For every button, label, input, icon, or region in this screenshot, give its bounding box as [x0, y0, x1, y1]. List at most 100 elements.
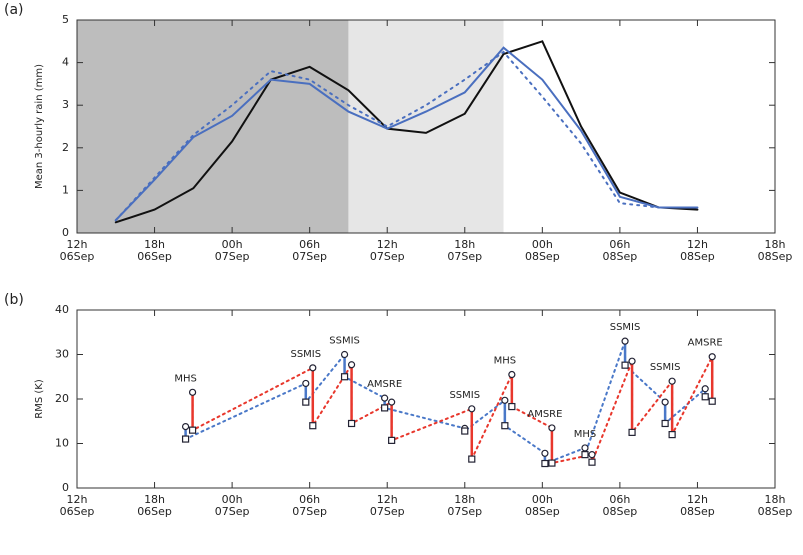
x-tick-label: 00h: [532, 493, 553, 506]
after-marker: [708, 397, 716, 405]
before-marker: [381, 394, 389, 402]
after-marker: [309, 422, 317, 430]
after-marker: [541, 459, 549, 468]
x-tick-label: 12h: [67, 493, 88, 506]
after-marker: [347, 419, 356, 428]
panel-label: (a): [4, 2, 24, 18]
x-tick-label: 18h: [454, 238, 475, 251]
sensor-label: MHS: [494, 356, 517, 367]
x-tick-date: 07Sep: [370, 250, 405, 263]
x-tick-label: 12h: [687, 238, 708, 251]
x-tick-label: 00h: [222, 493, 243, 506]
y-tick-label: 1: [62, 183, 69, 196]
series-line: [114, 50, 699, 222]
y-tick-label: 3: [62, 98, 69, 111]
after-marker: [548, 459, 556, 467]
x-tick-label: 06h: [609, 493, 630, 506]
y-axis-label: RMS (K): [34, 379, 45, 419]
y-tick-label: 0: [62, 481, 69, 494]
after-marker: [381, 404, 389, 412]
x-tick-label: 18h: [144, 493, 165, 506]
x-tick-label: 00h: [222, 238, 243, 251]
sensor-label: AMSRE: [527, 409, 562, 420]
shaded-region: [348, 20, 504, 233]
x-tick-label: 06h: [299, 238, 320, 251]
x-tick-date: 08Sep: [680, 505, 715, 518]
after-marker: [628, 428, 636, 436]
x-tick-date: 07Sep: [292, 505, 327, 518]
before-marker: [468, 405, 476, 413]
before-marker: [668, 377, 676, 385]
after-marker: [461, 427, 469, 435]
x-tick-label: 18h: [765, 238, 786, 251]
x-tick-date: 07Sep: [292, 250, 327, 263]
after-marker: [302, 398, 310, 406]
before-marker: [708, 353, 716, 361]
x-tick-label: 12h: [687, 493, 708, 506]
sensor-label: SSMIS: [610, 322, 641, 333]
connector-line: [184, 340, 707, 465]
before-marker: [302, 379, 310, 388]
after-marker: [508, 402, 516, 411]
x-tick-date: 07Sep: [447, 505, 482, 518]
after-marker: [181, 435, 190, 443]
before-marker: [588, 451, 596, 459]
after-marker: [188, 426, 197, 434]
sensor-label: SSMIS: [650, 362, 681, 373]
x-tick-date: 07Sep: [215, 250, 250, 263]
x-tick-label: 06h: [609, 238, 630, 251]
after-marker: [388, 436, 396, 444]
y-tick-label: 10: [55, 437, 69, 450]
series-line: [114, 40, 699, 224]
sensor-label: MHS: [174, 373, 197, 384]
x-tick-date: 08Sep: [525, 250, 560, 263]
y-tick-label: 30: [55, 348, 69, 361]
sensor-label: SSMIS: [329, 336, 360, 347]
before-marker: [548, 424, 556, 432]
before-marker: [388, 398, 396, 406]
after-marker: [661, 419, 669, 428]
before-marker: [188, 388, 197, 396]
x-tick-date: 07Sep: [370, 505, 405, 518]
x-tick-label: 18h: [765, 493, 786, 506]
sensor-label: MHS: [574, 429, 597, 440]
x-tick-date: 07Sep: [447, 250, 482, 263]
panel-label: (b): [4, 292, 24, 308]
x-tick-date: 06Sep: [137, 505, 172, 518]
x-tick-date: 08Sep: [603, 250, 638, 263]
x-tick-date: 08Sep: [680, 250, 715, 263]
x-tick-date: 06Sep: [60, 505, 95, 518]
y-tick-label: 0: [62, 226, 69, 239]
sensor-label: AMSRE: [367, 379, 402, 390]
plot-frame: [76, 309, 776, 489]
before-marker: [621, 337, 629, 345]
before-marker: [581, 444, 589, 452]
y-tick-label: 2: [62, 141, 69, 154]
x-tick-date: 07Sep: [215, 505, 250, 518]
x-tick-date: 06Sep: [60, 250, 95, 263]
before-marker: [340, 350, 349, 359]
after-marker: [501, 422, 509, 430]
after-marker: [668, 431, 676, 439]
sensor-label: AMSRE: [688, 338, 723, 349]
x-tick-label: 18h: [144, 238, 165, 251]
after-marker: [581, 451, 589, 459]
y-tick-label: 20: [55, 392, 69, 405]
before-marker: [508, 370, 516, 379]
plot-frame: [76, 19, 776, 234]
y-axis-label: Mean 3-hourly rain (mm): [34, 64, 45, 189]
before-marker: [501, 396, 509, 404]
after-marker: [340, 373, 349, 381]
x-tick-date: 06Sep: [137, 250, 172, 263]
before-marker: [309, 364, 317, 372]
x-tick-date: 08Sep: [758, 250, 793, 263]
x-tick-label: 06h: [299, 493, 320, 506]
y-tick-label: 5: [62, 13, 69, 26]
sensor-label: SSMIS: [290, 349, 321, 360]
before-marker: [181, 422, 190, 431]
x-tick-label: 12h: [67, 238, 88, 251]
x-tick-label: 12h: [377, 238, 398, 251]
before-marker: [347, 361, 356, 369]
before-marker: [628, 357, 636, 365]
